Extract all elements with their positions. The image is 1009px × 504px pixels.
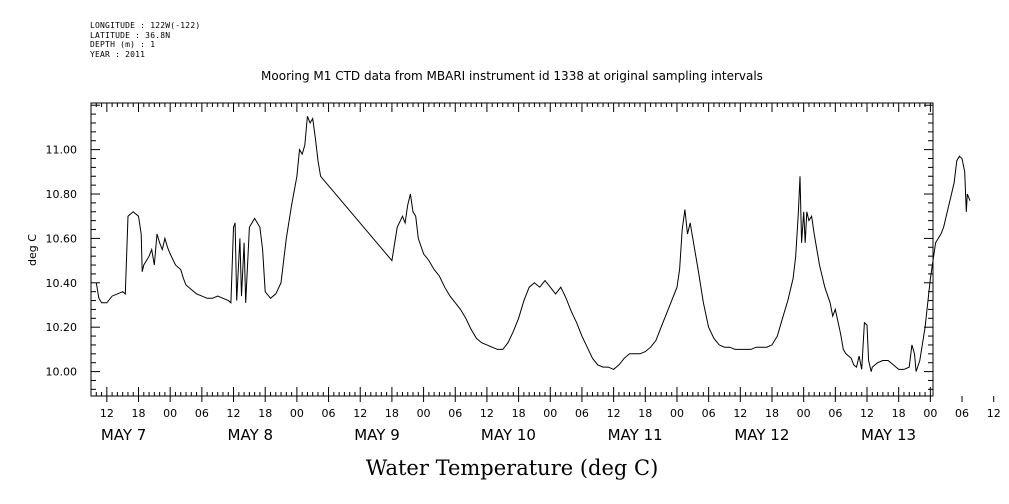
y-tick-label: 11.00 xyxy=(46,144,78,157)
x-tick-label: 00 xyxy=(797,407,811,420)
y-axis: 10.00 10.20 10.40 10.60 10.80 11.00 xyxy=(46,104,933,390)
x-tick-label: 06 xyxy=(195,407,209,420)
x-tick-label: 12 xyxy=(607,407,621,420)
plot-frame xyxy=(90,102,934,397)
x-tick-label: 12 xyxy=(353,407,367,420)
x-day-label: MAY 7 xyxy=(101,426,147,444)
latitude-label: LATITUDE : 36.8N xyxy=(90,30,171,40)
x-tick-label: 18 xyxy=(892,407,906,420)
longitude-label: LONGITUDE : 122W(-122) xyxy=(90,21,201,30)
x-tick-label: 06 xyxy=(448,407,462,420)
y-tick-label: 10.00 xyxy=(46,366,78,379)
x-tick-label: 18 xyxy=(638,407,652,420)
y-tick-label: 10.20 xyxy=(46,321,78,334)
x-tick-label: 18 xyxy=(132,407,146,420)
x-tick-label: 12 xyxy=(860,407,874,420)
x-tick-label: 06 xyxy=(575,407,589,420)
x-tick-label: 18 xyxy=(258,407,272,420)
x-tick-label: 12 xyxy=(227,407,241,420)
depth-label: DEPTH (m) : 1 xyxy=(90,40,156,49)
x-day-label: MAY 8 xyxy=(228,426,274,444)
x-tick-label: 12 xyxy=(733,407,747,420)
x-axis-title: Water Temperature (deg C) xyxy=(366,456,659,480)
x-tick-label: 18 xyxy=(385,407,399,420)
y-axis-label: deg C xyxy=(26,234,39,266)
x-tick-label: 12 xyxy=(987,407,1001,420)
y-tick-label: 10.40 xyxy=(46,277,78,290)
x-tick-label: 06 xyxy=(828,407,842,420)
x-tick-label: 06 xyxy=(322,407,336,420)
x-tick-label: 18 xyxy=(512,407,526,420)
x-axis: 12 18 00 06 12 18 00 06 12 18 00 06 12 18 00 06 12 18 00 06… xyxy=(90,103,1001,444)
series-line xyxy=(95,116,971,372)
x-tick-label: 06 xyxy=(955,407,969,420)
metadata-block: LONGITUDE : 122W(-122) LATITUDE : 36.8N … xyxy=(90,21,200,59)
x-tick-label: 00 xyxy=(290,407,304,420)
x-day-label: MAY 10 xyxy=(481,426,536,444)
x-tick-label: 00 xyxy=(417,407,431,420)
x-tick-label: 00 xyxy=(923,407,937,420)
chart-title: Mooring M1 CTD data from MBARI instrumen… xyxy=(261,69,763,83)
year-label: YEAR : 2011 xyxy=(90,49,146,59)
x-day-label: MAY 9 xyxy=(354,426,400,444)
y-tick-label: 10.80 xyxy=(46,188,78,201)
x-tick-label: 12 xyxy=(480,407,494,420)
x-day-label: MAY 13 xyxy=(861,426,916,444)
x-day-label: MAY 11 xyxy=(608,426,663,444)
x-tick-label: 06 xyxy=(702,407,716,420)
x-tick-label: 00 xyxy=(670,407,684,420)
x-tick-label: 18 xyxy=(765,407,779,420)
x-tick-label: 12 xyxy=(100,407,114,420)
x-tick-label: 00 xyxy=(163,407,177,420)
y-tick-label: 10.60 xyxy=(46,232,78,245)
x-day-label: MAY 12 xyxy=(734,426,789,444)
x-tick-label: 00 xyxy=(543,407,557,420)
